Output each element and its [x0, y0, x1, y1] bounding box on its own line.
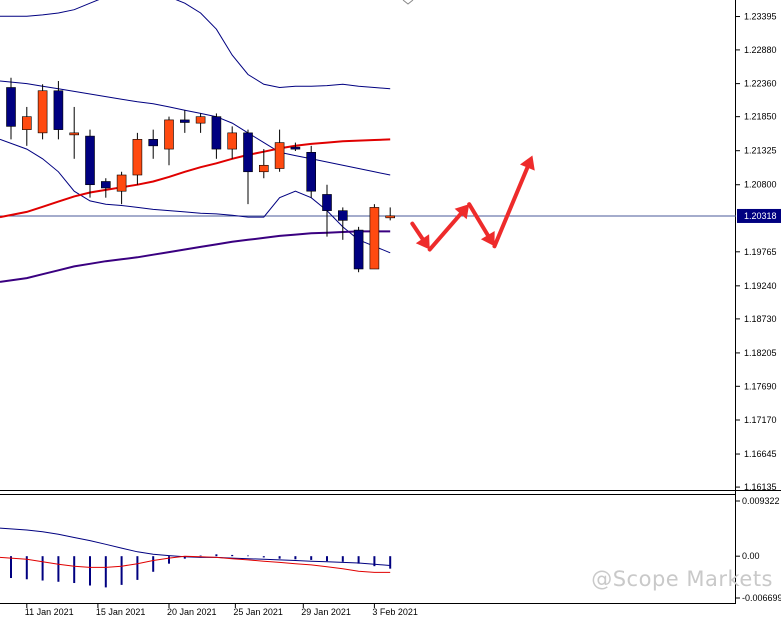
bearish-candle — [290, 146, 301, 150]
bearish-candle — [101, 181, 111, 189]
axes: 1.23395 1.22880 1.22360 1.21850 1.21325 1.208… — [25, 0, 781, 617]
bearish-candle — [180, 119, 190, 123]
bearish-candle — [337, 210, 348, 221]
bearish-candle — [53, 90, 64, 130]
oscillator-pane — [0, 527, 392, 588]
projection-arrow-head — [520, 155, 535, 171]
price-axis-label: 1.21850 — [744, 112, 777, 122]
bullish-candle — [227, 132, 237, 150]
oscillator-axis-label: 0.009322 — [742, 496, 780, 506]
price-axis-label: 1.21325 — [744, 146, 777, 156]
upper-band-line — [0, 0, 391, 90]
price-axis-label: 1.22880 — [744, 45, 777, 55]
bullish-candle — [37, 90, 48, 134]
current-price-badge — [737, 208, 781, 223]
projection-arrow-head — [454, 204, 470, 220]
bearish-candle — [306, 152, 317, 192]
bullish-candle — [195, 116, 206, 124]
bullish-candle — [369, 207, 380, 270]
bearish-candle — [211, 116, 222, 150]
price-axis-label: 1.16135 — [744, 482, 777, 492]
bearish-candle — [148, 139, 158, 147]
bullish-candle — [385, 215, 396, 219]
bullish-candle — [21, 116, 32, 130]
bullish-candle — [116, 174, 127, 192]
projection-arrow-shaft — [427, 211, 463, 252]
price-axis-label: 1.22360 — [744, 79, 777, 89]
current-price-label: 1.20318 — [744, 211, 777, 221]
oscillator-axis-label: -0.006699 — [742, 593, 781, 603]
oscillator-axis-label: 0.00 — [742, 551, 760, 561]
bullish-candle — [258, 164, 269, 173]
moving-average-red-line — [0, 138, 391, 219]
price-axis-label: 1.17170 — [744, 415, 777, 425]
time-axis-label: 29 Jan 2021 — [301, 607, 351, 617]
bullish-candle — [132, 139, 143, 176]
projection-arrow-shaft — [467, 202, 490, 238]
price-axis-label: 1.23395 — [744, 12, 777, 22]
bearish-candle — [6, 87, 16, 127]
middle-band-line — [0, 80, 391, 176]
price-axis-label: 1.19765 — [744, 247, 777, 257]
oscillator-main-line — [0, 555, 391, 573]
time-axis-label: 15 Jan 2021 — [96, 607, 146, 617]
bullish-candle — [164, 119, 174, 150]
projection-arrow-shaft — [410, 221, 425, 241]
crosshair-marker — [402, 0, 414, 5]
price-axis-label: 1.17690 — [744, 381, 777, 391]
bullish-candle — [69, 132, 79, 136]
price-axis-label: 1.16645 — [744, 449, 777, 459]
time-axis-label: 25 Jan 2021 — [233, 607, 283, 617]
oscillator-signal-line — [0, 527, 391, 566]
price-axis-label: 1.18730 — [744, 314, 777, 324]
projection-arrow-head — [415, 234, 430, 250]
projection-arrow-shaft — [492, 165, 530, 249]
price-axis-label: 1.19240 — [744, 281, 777, 291]
time-axis-label: 20 Jan 2021 — [167, 607, 217, 617]
bearish-candle — [85, 135, 95, 186]
price-axis-label: 1.20800 — [744, 180, 777, 190]
bullish-candle — [274, 142, 285, 169]
price-axis-label: 1.18205 — [744, 348, 777, 358]
bearish-candle — [322, 194, 332, 211]
time-axis-label: 11 Jan 2021 — [25, 607, 74, 617]
price-pane — [0, 0, 736, 283]
bearish-candle — [353, 229, 364, 270]
projection-arrow-head — [480, 231, 495, 247]
watermark: @Scope Markets — [591, 567, 773, 591]
time-axis-label: 3 Feb 2021 — [372, 607, 418, 617]
bearish-candle — [243, 132, 253, 173]
